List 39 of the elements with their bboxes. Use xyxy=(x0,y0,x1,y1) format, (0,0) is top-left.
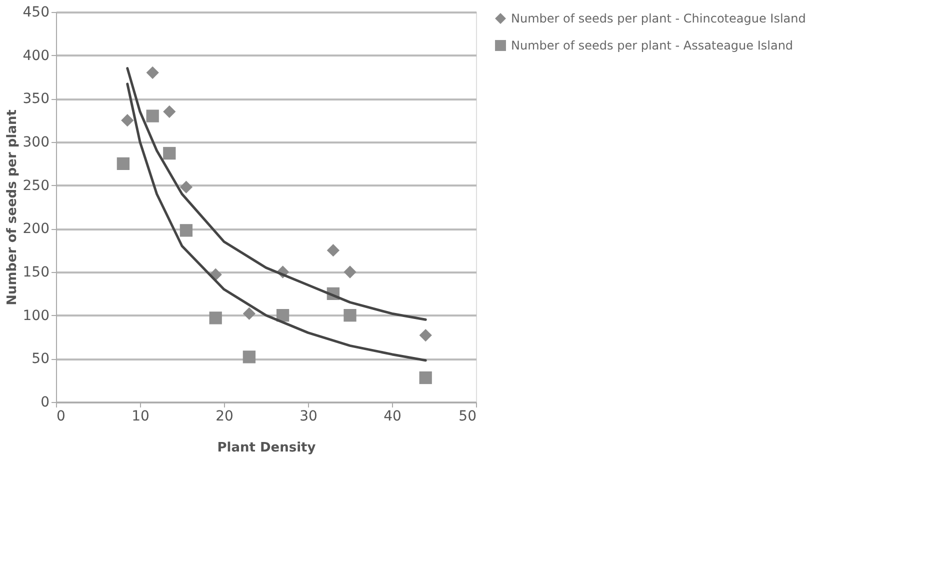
legend-label: Number of seeds per plant - Chincoteague Island xyxy=(511,12,806,26)
point xyxy=(276,309,290,322)
point xyxy=(146,110,159,122)
point xyxy=(209,312,222,324)
point xyxy=(344,266,356,278)
point xyxy=(180,224,193,237)
point xyxy=(121,114,134,127)
point xyxy=(242,350,256,364)
x-tick-label: 40 xyxy=(384,408,402,424)
y-tick-label: 300 xyxy=(22,134,50,150)
y-tick-label: 450 xyxy=(22,4,50,20)
y-tick-label: 200 xyxy=(22,221,50,238)
y-tick-label: 400 xyxy=(22,48,50,64)
y-tick-label: 250 xyxy=(22,178,50,194)
x-tick-label: 50 xyxy=(458,408,476,424)
x-tick-label: 0 xyxy=(56,408,66,424)
y-tick-label: 350 xyxy=(22,91,50,108)
point xyxy=(146,66,159,79)
point xyxy=(163,105,176,118)
y-tick-label: 50 xyxy=(32,351,50,368)
x-tick-label: 20 xyxy=(216,408,234,424)
point xyxy=(419,371,432,384)
x-tick-label: 30 xyxy=(300,408,318,424)
legend-label: Number of seeds per plant - Assateague Island xyxy=(511,38,794,52)
point xyxy=(344,309,356,322)
line-series xyxy=(126,67,427,321)
point xyxy=(326,244,340,257)
y-tick-label: 150 xyxy=(22,264,50,280)
x-axis-title: Plant Density xyxy=(217,440,316,456)
point xyxy=(116,157,130,170)
point xyxy=(419,328,432,342)
x-tick-label: 10 xyxy=(132,408,150,424)
point xyxy=(163,146,176,160)
point xyxy=(242,307,256,320)
line-series xyxy=(126,82,427,362)
y-tick-label: 100 xyxy=(22,308,50,324)
y-axis-title: Number of seeds per plant xyxy=(4,110,20,306)
point xyxy=(180,180,193,194)
y-tick-label: 0 xyxy=(40,394,50,410)
